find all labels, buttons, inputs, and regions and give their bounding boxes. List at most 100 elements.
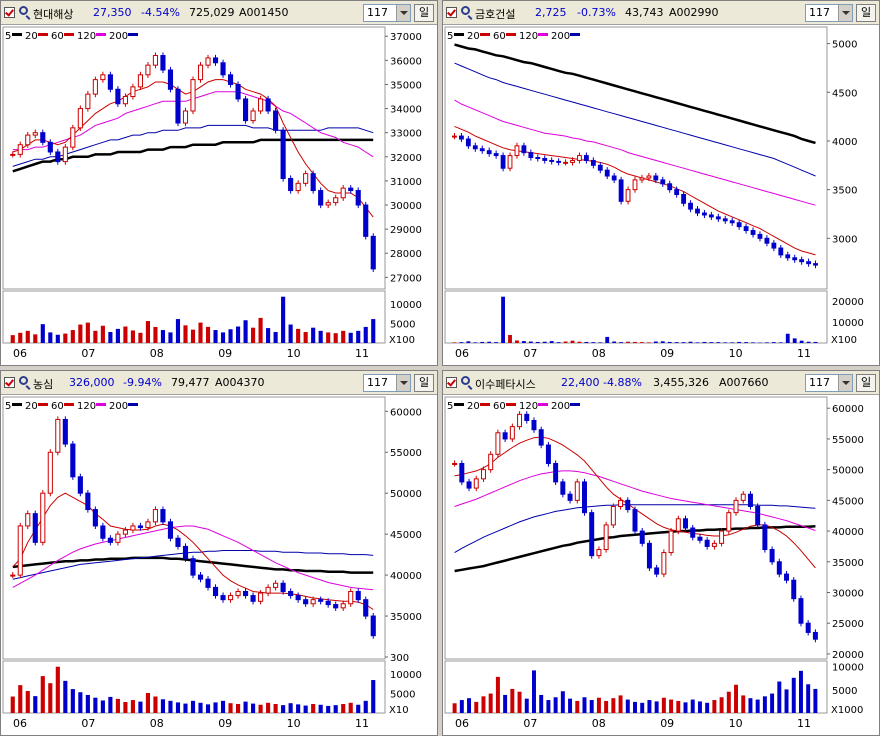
chart-canvas: 5000 4500 4000 3500 3000 5 20 60 120 200 20000 1000… (444, 26, 864, 360)
ma-long-line (454, 43, 816, 145)
volume-tick-label: 10000 (390, 300, 422, 311)
candle-body (62, 418, 68, 445)
volume-bar (734, 684, 739, 713)
checkbox-icon[interactable] (4, 7, 15, 18)
legend-swatch (64, 403, 74, 406)
volume-bar (85, 322, 90, 343)
candle-body (303, 599, 309, 605)
candle-body (733, 499, 739, 514)
candle-body (70, 127, 76, 148)
volume-bar (281, 705, 286, 713)
period-unit-button[interactable]: 일 (414, 4, 434, 22)
volume-bar (535, 341, 540, 343)
search-icon[interactable] (19, 6, 28, 15)
volume-bar (553, 697, 558, 713)
volume-bar (123, 326, 128, 343)
legend-swatch (12, 403, 22, 406)
volume-bar (198, 702, 203, 713)
month-tick-label: 10 (287, 347, 301, 360)
stock-name[interactable]: 농심 (33, 378, 54, 391)
candle-body (235, 590, 241, 597)
candle-body (577, 155, 582, 161)
checkbox-icon[interactable] (4, 377, 15, 388)
search-icon[interactable] (461, 376, 470, 385)
candle-body (160, 55, 166, 71)
candle-body (545, 444, 551, 465)
stock-name[interactable]: 금호건설 (475, 8, 516, 21)
stock-code: A001450 (239, 6, 289, 19)
checkbox-icon[interactable] (446, 7, 457, 18)
volume-bar (716, 342, 721, 343)
volume-bar (78, 692, 83, 713)
volume-bar (55, 666, 60, 713)
volume-bar (33, 696, 38, 713)
search-icon[interactable] (19, 376, 28, 385)
ma200-line (454, 62, 816, 177)
candle-body (40, 132, 46, 143)
candle-body (747, 493, 753, 508)
period-select[interactable]: 117 (805, 374, 853, 392)
period-unit-button[interactable]: 일 (856, 374, 876, 392)
candle-body (137, 525, 143, 529)
volume-bar (667, 341, 672, 343)
month-tick-label: 10 (287, 717, 301, 730)
candle-body (310, 173, 316, 192)
candle-body (77, 108, 83, 129)
volume-bar (683, 702, 688, 713)
price-tick-label: 27000 (390, 273, 422, 284)
chevron-down-icon[interactable] (396, 5, 410, 21)
volume-bar (175, 319, 181, 343)
candle-body (785, 254, 791, 259)
volume-bar (243, 320, 248, 343)
volume-tick-label: 5000 (832, 686, 857, 697)
chevron-down-icon[interactable] (396, 375, 410, 391)
volume-bar (78, 324, 83, 343)
candle-body (654, 567, 660, 575)
volume-bar (660, 341, 665, 343)
period-select[interactable]: 117 (363, 4, 411, 22)
candle-body (465, 138, 471, 147)
period-select[interactable]: 117 (363, 374, 411, 392)
volume-bar (674, 342, 679, 343)
stock-name[interactable]: 이수페타시스 (475, 378, 536, 391)
period-select[interactable]: 117 (805, 4, 853, 22)
candle-body (675, 518, 681, 532)
chart-header: 농심 326,000 -9.94% 79,477 A004370 117 일 (1, 371, 437, 395)
volume-bar (296, 704, 301, 713)
volume-bar (654, 701, 659, 713)
month-tick-label: 11 (355, 347, 369, 360)
chevron-down-icon[interactable] (838, 5, 852, 21)
volume-bar (501, 296, 505, 343)
period-unit-button[interactable]: 일 (414, 374, 434, 392)
candle-body (812, 631, 818, 640)
volume-bar (371, 319, 376, 343)
month-tick-label: 10 (729, 347, 743, 360)
candle-body (310, 599, 316, 605)
volume-bar (604, 700, 609, 713)
candle-body (653, 175, 659, 181)
legend-label: 60 (493, 31, 506, 42)
chevron-down-icon[interactable] (838, 375, 852, 391)
legend-label: 120 (519, 401, 538, 412)
price-tick-label: 36000 (390, 56, 422, 67)
period-unit-button[interactable]: 일 (856, 4, 876, 22)
volume-bar (508, 335, 512, 343)
stock-name[interactable]: 현대해상 (33, 8, 74, 21)
volume-bar (542, 341, 547, 343)
candle-body (514, 145, 520, 157)
volume-bar (296, 328, 301, 343)
search-icon[interactable] (461, 6, 470, 15)
volume-bar (688, 341, 693, 343)
price-tick-label: 50000 (832, 466, 864, 477)
volume-tick-label: 5000 (390, 689, 415, 700)
legend-label: 60 (51, 31, 64, 42)
legend-swatch (128, 403, 138, 406)
ma-long-line (12, 138, 374, 173)
candle-body (190, 79, 196, 112)
volume-bar (70, 330, 75, 343)
candle-body (288, 590, 294, 597)
checkbox-icon[interactable] (446, 377, 457, 388)
volume-bar (549, 341, 554, 343)
candle-body (695, 208, 700, 214)
volume-bar (452, 703, 457, 713)
